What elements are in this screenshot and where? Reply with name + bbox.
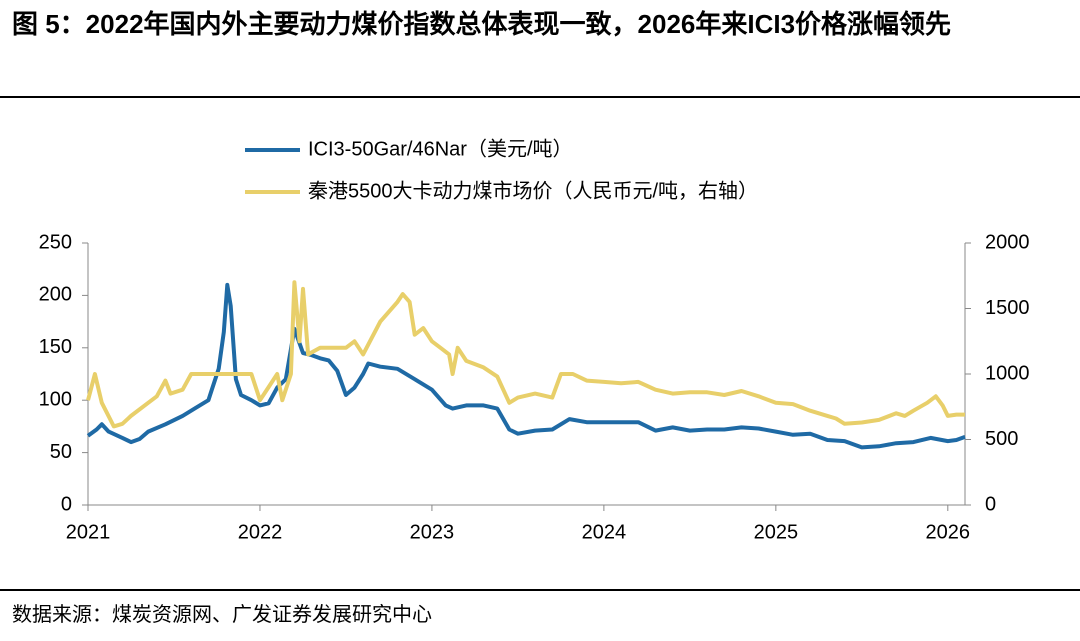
y-tick-label: 200 bbox=[39, 284, 72, 306]
source-note: 数据来源：煤炭资源网、广发证券发展研究中心 bbox=[12, 604, 432, 626]
x-tick-label: 2025 bbox=[754, 521, 799, 543]
y-tick-label: 50 bbox=[50, 441, 72, 463]
series-line bbox=[86, 282, 966, 450]
series-line bbox=[86, 280, 965, 429]
y-tick-label: 0 bbox=[61, 493, 72, 515]
y-tick-label: 250 bbox=[39, 231, 72, 253]
y-tick-label: 100 bbox=[39, 388, 72, 410]
x-tick-label: 2023 bbox=[410, 521, 455, 543]
chart-title: 图 5：2022年国内外主要动力煤价指数总体表现一致，2026年来ICI3价格涨… bbox=[12, 9, 952, 39]
y2-tick-label: 1000 bbox=[985, 362, 1030, 384]
y2-tick-label: 0 bbox=[985, 493, 996, 515]
y2-tick-label: 500 bbox=[985, 428, 1018, 450]
y2-tick-label: 1500 bbox=[985, 297, 1030, 319]
y2-tick-label: 2000 bbox=[985, 231, 1030, 253]
legend-label: ICI3-50Gar/46Nar（美元/吨） bbox=[308, 137, 573, 160]
x-tick-label: 2024 bbox=[582, 521, 627, 543]
y-tick-label: 150 bbox=[39, 336, 72, 358]
x-tick-label: 2022 bbox=[238, 521, 283, 543]
legend-label: 秦港5500大卡动力煤市场价（人民币元/吨，右轴） bbox=[308, 179, 758, 202]
x-tick-label: 2026 bbox=[926, 521, 971, 543]
x-tick-label: 2021 bbox=[66, 521, 111, 543]
